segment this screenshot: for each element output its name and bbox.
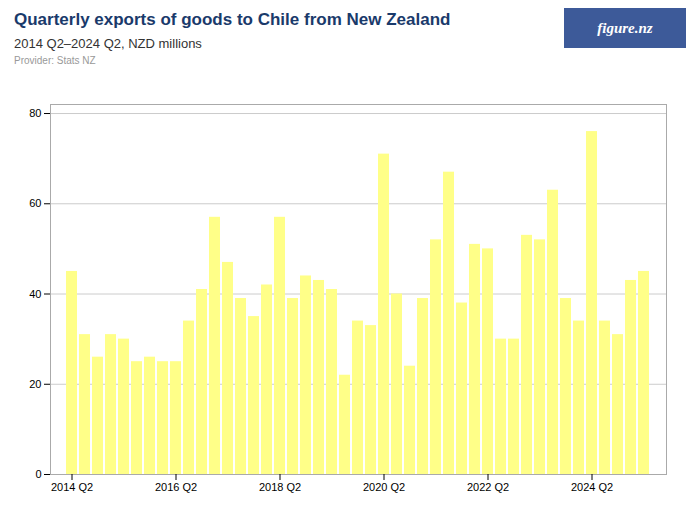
- svg-text:2024 Q2: 2024 Q2: [571, 481, 613, 493]
- html-text:Provider: Stats NZ: Provider: Stats NZ: [14, 55, 96, 66]
- html-text:2014 Q2–2024 Q2, NZD millions: 2014 Q2–2024 Q2, NZD millions: [14, 36, 202, 51]
- svg-text:2020 Q2: 2020 Q2: [363, 481, 405, 493]
- html-text:figure.nz: figure.nz: [597, 19, 653, 36]
- svg-text:20: 20: [29, 378, 41, 390]
- svg-text:0: 0: [35, 468, 41, 480]
- svg-text:2016 Q2: 2016 Q2: [155, 481, 197, 493]
- svg-text:40: 40: [29, 288, 41, 300]
- svg-text:2014 Q2: 2014 Q2: [51, 481, 93, 493]
- html-text:Quarterly exports of goods to: Quarterly exports of goods to Chile from…: [14, 10, 451, 29]
- svg-text:2018 Q2: 2018 Q2: [259, 481, 301, 493]
- svg-text:80: 80: [29, 107, 41, 119]
- svg-text:2022 Q2: 2022 Q2: [467, 481, 509, 493]
- svg-text:60: 60: [29, 197, 41, 209]
